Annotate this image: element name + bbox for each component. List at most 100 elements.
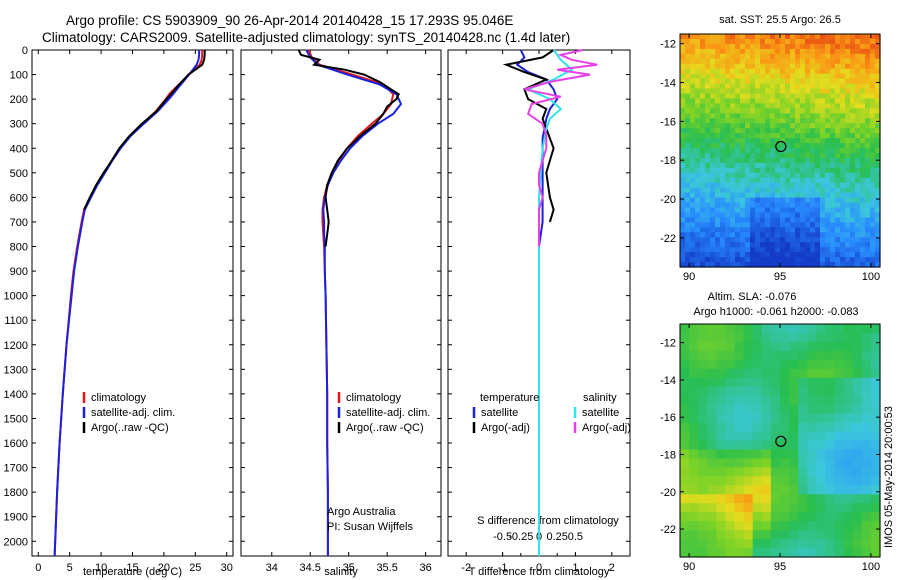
map-cell (780, 167, 786, 174)
map-cell (855, 222, 861, 228)
s-tick-label: -0.5 (493, 531, 512, 543)
map-cell (745, 192, 751, 199)
map-cell (855, 212, 861, 219)
map-cell (843, 350, 854, 361)
map-cell (730, 123, 736, 129)
map-cell (700, 148, 706, 154)
map-cell (705, 217, 711, 223)
map-cell (815, 39, 821, 45)
map-cell (800, 68, 806, 75)
map-cell (852, 386, 863, 397)
map-cell (834, 368, 845, 379)
map-cell (798, 386, 808, 397)
map-cell (780, 34, 786, 40)
map-cell (761, 494, 772, 504)
map-cell (780, 98, 786, 104)
argo-height-title: Argo h1000: -0.061 h2000: -0.083 (693, 306, 858, 318)
map-cell (735, 138, 741, 144)
map-cell (789, 458, 799, 468)
map-cell (740, 222, 746, 228)
map-cell (843, 485, 854, 495)
map-cell (870, 123, 876, 129)
map-cell (815, 148, 821, 154)
map-cell (715, 217, 721, 223)
map-cell (730, 128, 736, 134)
map-cell (795, 207, 801, 214)
map-cell (743, 386, 754, 397)
map-cell (789, 386, 799, 397)
map-cell (765, 252, 771, 258)
series-line-argo-raw-qc- (83, 50, 206, 211)
map-cell (834, 359, 845, 370)
map-cell (740, 252, 746, 258)
map-cell (810, 118, 816, 124)
map-cell (852, 341, 863, 352)
map-cell (790, 78, 796, 85)
map-cell (765, 78, 771, 85)
map-cell (770, 63, 776, 70)
map-cell (700, 217, 706, 223)
map-cell (680, 422, 690, 433)
map-cell (690, 83, 696, 90)
map-cell (815, 113, 821, 119)
map-cell (789, 368, 799, 379)
map-cell (770, 182, 776, 189)
map-cell (720, 217, 726, 223)
map-cell (860, 227, 866, 233)
map-cell (695, 128, 701, 134)
map-cell (780, 262, 786, 268)
map-cell (680, 257, 686, 263)
map-cell (725, 404, 736, 415)
map-cell (735, 237, 741, 243)
map-cell (734, 512, 745, 522)
map-cell (770, 138, 776, 144)
map-cell (685, 88, 691, 95)
map-cell (870, 530, 881, 540)
map-cell (875, 98, 881, 104)
map-cell (845, 128, 851, 134)
map-cell (825, 494, 836, 504)
map-cell (865, 172, 871, 179)
map-cell (820, 113, 826, 119)
map-cell (865, 143, 871, 149)
map-cell (710, 148, 716, 154)
map-cell (765, 63, 771, 70)
map-cell (816, 512, 827, 522)
map-cell (790, 143, 796, 149)
map-cell (775, 187, 781, 194)
map-cell (805, 197, 811, 204)
map-cell (730, 232, 736, 238)
map-cell (790, 73, 796, 80)
map-cell (795, 133, 801, 139)
map-cell (800, 83, 806, 90)
map-cell (861, 404, 872, 415)
map-cell (740, 172, 746, 179)
map-cell (730, 257, 736, 263)
map-cell (800, 48, 806, 55)
map-cell (860, 73, 866, 80)
map-cell (840, 78, 846, 85)
map-cell (840, 182, 846, 189)
map-cell (843, 494, 854, 504)
map-cell (700, 197, 706, 204)
map-cell (855, 153, 861, 159)
map-cell (855, 172, 861, 179)
map-cell (770, 440, 781, 451)
map-cell (805, 262, 811, 268)
map-cell (780, 187, 786, 194)
map-cell (685, 212, 691, 219)
map-cell (720, 148, 726, 154)
map-cell (852, 458, 863, 468)
map-cell (695, 143, 701, 149)
map-cell (700, 58, 706, 65)
map-cell (700, 227, 706, 233)
map-cell (834, 422, 845, 433)
map-cell (815, 68, 821, 75)
map-cell (861, 359, 872, 370)
map-cell (715, 153, 721, 159)
map-cell (690, 222, 696, 228)
depth-tick-label: 500 (10, 168, 28, 180)
depth-tick-label: 400 (10, 143, 28, 155)
map-cell (770, 39, 776, 45)
map-cell (755, 162, 761, 169)
